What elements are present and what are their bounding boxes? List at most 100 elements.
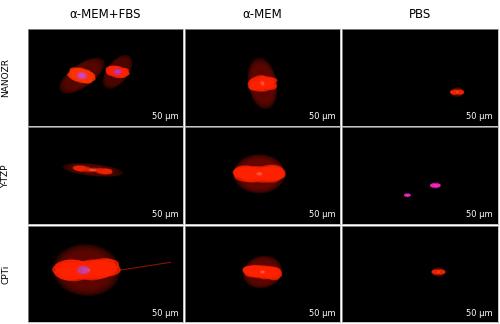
Ellipse shape <box>451 88 463 96</box>
Ellipse shape <box>79 168 86 171</box>
Ellipse shape <box>85 267 112 279</box>
Ellipse shape <box>114 69 121 74</box>
Ellipse shape <box>432 271 438 273</box>
Text: 50 μm: 50 μm <box>466 210 493 219</box>
Ellipse shape <box>438 272 442 274</box>
Ellipse shape <box>452 88 462 96</box>
Ellipse shape <box>240 159 279 188</box>
Ellipse shape <box>406 194 407 195</box>
Ellipse shape <box>238 157 281 190</box>
Ellipse shape <box>263 81 276 87</box>
Ellipse shape <box>452 90 458 93</box>
Ellipse shape <box>260 88 266 91</box>
Ellipse shape <box>103 170 112 174</box>
Ellipse shape <box>245 258 280 286</box>
Ellipse shape <box>250 266 265 272</box>
Ellipse shape <box>456 92 460 94</box>
Ellipse shape <box>249 79 262 85</box>
Ellipse shape <box>458 90 464 93</box>
Ellipse shape <box>65 62 98 89</box>
Ellipse shape <box>438 271 444 274</box>
Ellipse shape <box>55 266 88 279</box>
Ellipse shape <box>456 92 462 94</box>
Ellipse shape <box>434 186 438 187</box>
Ellipse shape <box>61 59 103 92</box>
Ellipse shape <box>64 62 100 90</box>
Ellipse shape <box>117 67 122 70</box>
Ellipse shape <box>68 72 80 78</box>
Ellipse shape <box>86 259 115 273</box>
Ellipse shape <box>434 269 442 275</box>
Ellipse shape <box>118 68 127 73</box>
Ellipse shape <box>255 75 264 80</box>
Ellipse shape <box>110 71 116 75</box>
Ellipse shape <box>436 184 440 186</box>
Ellipse shape <box>84 72 95 78</box>
Ellipse shape <box>117 71 128 76</box>
Ellipse shape <box>248 167 264 174</box>
Ellipse shape <box>68 165 117 175</box>
Ellipse shape <box>108 60 128 84</box>
Ellipse shape <box>405 194 410 197</box>
Ellipse shape <box>85 169 91 172</box>
Ellipse shape <box>432 185 436 187</box>
Ellipse shape <box>264 271 279 280</box>
Ellipse shape <box>456 90 462 92</box>
Ellipse shape <box>407 195 408 196</box>
Ellipse shape <box>90 170 94 172</box>
Ellipse shape <box>234 155 285 193</box>
Ellipse shape <box>63 61 101 91</box>
Ellipse shape <box>66 63 98 88</box>
Ellipse shape <box>114 74 121 77</box>
Ellipse shape <box>82 271 104 280</box>
Ellipse shape <box>437 271 440 272</box>
Ellipse shape <box>118 71 129 75</box>
Ellipse shape <box>76 265 90 275</box>
Ellipse shape <box>431 183 440 188</box>
Ellipse shape <box>85 167 91 170</box>
Ellipse shape <box>456 91 458 93</box>
Ellipse shape <box>236 156 282 191</box>
Ellipse shape <box>434 184 438 186</box>
Ellipse shape <box>108 72 117 75</box>
Ellipse shape <box>75 167 84 170</box>
Ellipse shape <box>92 168 96 170</box>
Ellipse shape <box>62 269 88 281</box>
Ellipse shape <box>432 183 439 188</box>
Ellipse shape <box>243 267 262 275</box>
Ellipse shape <box>78 73 86 78</box>
Ellipse shape <box>103 55 132 88</box>
Ellipse shape <box>407 194 408 195</box>
Ellipse shape <box>432 184 438 187</box>
Ellipse shape <box>452 89 462 96</box>
Ellipse shape <box>435 184 438 186</box>
Ellipse shape <box>234 168 259 179</box>
Ellipse shape <box>246 266 263 273</box>
Ellipse shape <box>253 86 264 91</box>
Ellipse shape <box>434 269 444 275</box>
Ellipse shape <box>234 171 258 181</box>
Ellipse shape <box>79 267 88 273</box>
Ellipse shape <box>78 267 88 273</box>
Ellipse shape <box>261 77 272 82</box>
Ellipse shape <box>235 156 284 192</box>
Ellipse shape <box>435 185 438 187</box>
Ellipse shape <box>262 84 274 88</box>
Ellipse shape <box>433 268 444 276</box>
Ellipse shape <box>70 68 82 75</box>
Ellipse shape <box>431 185 435 187</box>
Text: 50 μm: 50 μm <box>152 210 178 219</box>
Ellipse shape <box>106 58 129 85</box>
Ellipse shape <box>438 271 444 273</box>
Ellipse shape <box>251 63 274 104</box>
Ellipse shape <box>454 90 458 92</box>
Ellipse shape <box>250 62 275 105</box>
Ellipse shape <box>252 65 272 101</box>
Ellipse shape <box>108 61 127 83</box>
Text: 50 μm: 50 μm <box>466 112 493 121</box>
Ellipse shape <box>53 263 86 276</box>
Ellipse shape <box>106 67 118 71</box>
Ellipse shape <box>110 66 120 70</box>
Ellipse shape <box>405 194 409 196</box>
Ellipse shape <box>114 66 121 70</box>
